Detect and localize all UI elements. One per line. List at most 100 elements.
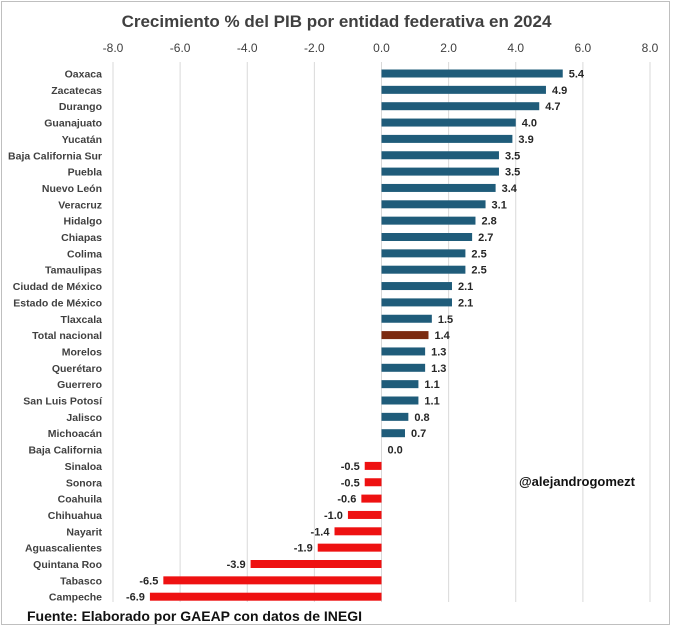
category-label: Chihuahua <box>48 510 102 522</box>
x-tick-label: 0.0 <box>373 41 390 55</box>
category-label: Ciudad de México <box>13 281 102 293</box>
category-label: Querétaro <box>52 363 102 375</box>
category-label: Nayarit <box>66 526 102 538</box>
category-label: Chiapas <box>61 232 102 244</box>
category-label: Michoacán <box>48 428 102 440</box>
bar <box>381 233 473 241</box>
value-label: 1.3 <box>431 346 446 358</box>
value-label: -6.9 <box>126 592 145 604</box>
x-tick-label: -2.0 <box>304 41 325 55</box>
value-label: 0.0 <box>388 445 403 457</box>
x-tick-label: 8.0 <box>642 41 659 55</box>
category-label: Guanajuato <box>44 118 102 130</box>
value-label: -1.0 <box>324 510 343 522</box>
bar <box>381 183 496 192</box>
value-label: 4.0 <box>522 118 537 130</box>
category-label: Total nacional <box>32 330 102 342</box>
category-label: Quintana Roo <box>33 559 102 571</box>
author-handle: @alejandrogomezt <box>519 474 635 489</box>
value-label: 3.9 <box>518 134 533 146</box>
category-label: Guerrero <box>57 379 102 391</box>
bar <box>381 347 426 356</box>
value-label: 2.5 <box>471 248 486 260</box>
category-label: Puebla <box>68 167 103 179</box>
value-label: -1.4 <box>311 526 331 538</box>
category-label: Aguascalientes <box>25 543 102 555</box>
value-label: 1.4 <box>434 330 450 342</box>
value-label: 2.8 <box>481 216 496 228</box>
value-label: -0.5 <box>341 477 360 489</box>
bar <box>381 134 513 143</box>
value-label: 3.5 <box>505 167 520 179</box>
category-label: Veracruz <box>58 199 102 211</box>
category-label: Hidalgo <box>64 216 103 228</box>
category-label: Oaxaca <box>65 69 103 81</box>
bar <box>381 298 452 307</box>
bar <box>347 510 382 519</box>
bar <box>381 363 426 372</box>
bar <box>381 331 429 340</box>
value-label: 3.4 <box>502 183 518 195</box>
bar <box>361 494 382 503</box>
x-tick-label: -4.0 <box>237 41 258 55</box>
value-label: 2.5 <box>471 265 486 277</box>
value-label: 0.7 <box>411 428 426 440</box>
bar <box>381 118 516 127</box>
x-tick-label: 2.0 <box>440 41 457 55</box>
value-label: 1.3 <box>431 363 446 375</box>
chart-title: Crecimiento % del PIB por entidad federa… <box>121 12 552 31</box>
value-label: 3.1 <box>492 199 507 211</box>
category-label: Tabasco <box>60 575 102 587</box>
bar <box>334 527 382 536</box>
category-label: Zacatecas <box>51 85 102 97</box>
category-label: Colima <box>67 248 102 260</box>
bars <box>149 69 563 601</box>
category-label: Tlaxcala <box>61 314 103 326</box>
value-label: 4.9 <box>552 85 567 97</box>
category-label: Sonora <box>66 477 102 489</box>
bar <box>381 314 432 323</box>
category-label: Coahuila <box>58 494 102 506</box>
category-label: San Luis Potosí <box>23 396 103 408</box>
bar <box>381 102 540 111</box>
bar <box>381 216 476 225</box>
bar <box>381 85 546 94</box>
bar <box>163 576 382 585</box>
value-label: 2.1 <box>458 281 473 293</box>
value-label: -6.5 <box>139 575 158 587</box>
category-label: Baja California Sur <box>8 150 102 162</box>
value-label: -0.5 <box>341 461 360 473</box>
category-labels: Oaxaca Zacatecas Durango Guanajuato Yucatán B… <box>8 69 103 604</box>
value-label: 0.8 <box>414 412 429 424</box>
value-labels: 5.44.9 4.7 4.0 3.9 3.5 3.5 3.4 3.1 2.8 2.7 2.5 2.5 2… <box>126 69 585 604</box>
bar <box>381 200 486 209</box>
x-tick-label: -8.0 <box>103 41 124 55</box>
value-label: 1.1 <box>424 396 439 408</box>
value-label: -3.9 <box>227 559 246 571</box>
category-label: Campeche <box>49 592 102 604</box>
value-label: 4.7 <box>545 101 560 113</box>
category-label: Jalisco <box>66 412 102 424</box>
bar <box>149 592 382 601</box>
value-label: 2.1 <box>458 297 473 309</box>
value-label: 3.5 <box>505 150 520 162</box>
bar <box>381 151 499 160</box>
value-label: 5.4 <box>569 69 585 81</box>
bar <box>381 69 563 78</box>
bar <box>364 478 382 487</box>
category-label: Morelos <box>62 346 102 358</box>
bar <box>381 282 452 291</box>
bar <box>250 560 382 568</box>
category-label: Nuevo León <box>42 183 102 195</box>
source-note: Fuente: Elaborado por GAEAP con datos de… <box>27 608 363 624</box>
category-label: Durango <box>59 101 102 113</box>
bar <box>381 380 419 389</box>
x-tick-label: 6.0 <box>575 41 592 55</box>
category-label: Baja California <box>28 445 102 457</box>
value-label: 2.7 <box>478 232 493 244</box>
bar <box>381 249 466 258</box>
bar <box>381 429 405 438</box>
category-label: Tamaulipas <box>45 265 102 277</box>
bar <box>381 412 409 421</box>
